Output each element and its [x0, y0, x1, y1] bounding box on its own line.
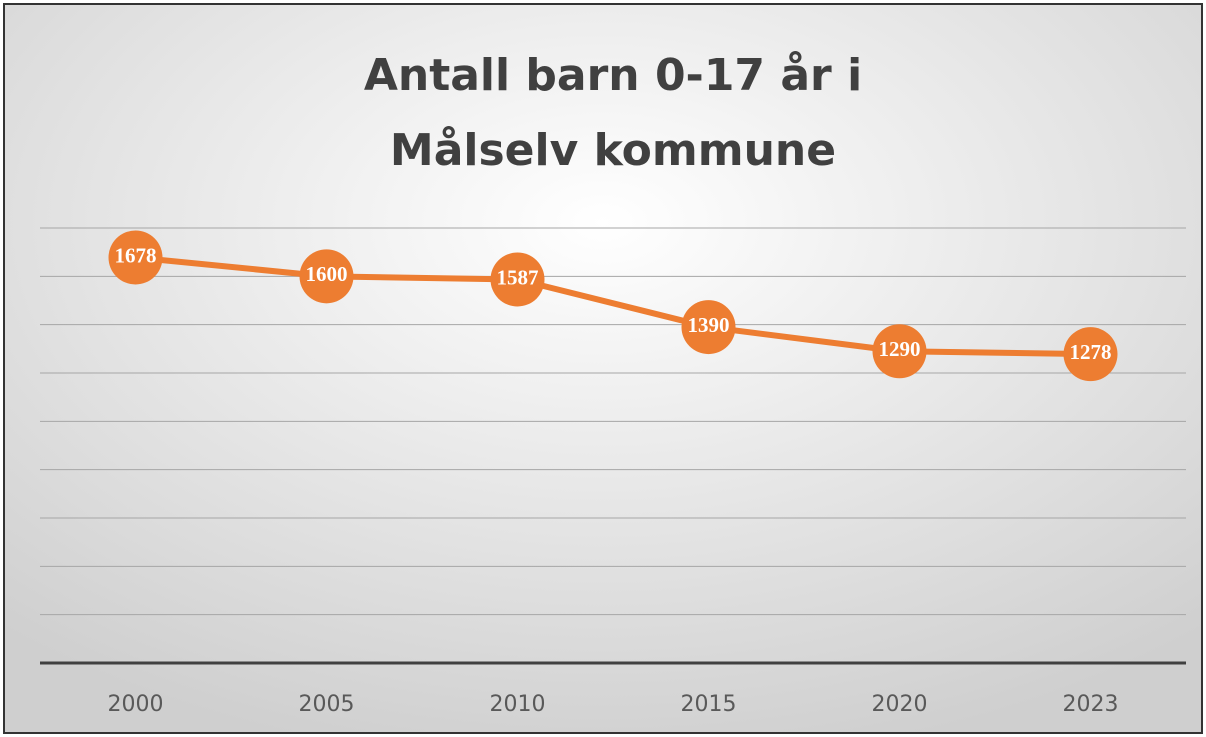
data-point	[1063, 327, 1118, 382]
data-point	[490, 252, 545, 307]
chart-frame	[3, 3, 1203, 734]
data-point	[299, 249, 354, 304]
x-tick-label: 2023	[1063, 692, 1119, 717]
data-label: 1290	[879, 337, 921, 361]
chart-title: Antall barn 0-17 år i	[364, 50, 862, 101]
x-tick-label: 2010	[490, 692, 546, 717]
data-label: 1278	[1070, 340, 1112, 364]
data-label: 1390	[688, 313, 730, 337]
chart-title: Målselv kommune	[390, 125, 836, 176]
data-label: 1587	[497, 265, 539, 289]
data-point	[108, 230, 163, 285]
x-tick-label: 2000	[108, 692, 164, 717]
data-point	[872, 324, 927, 379]
x-tick-label: 2020	[872, 692, 928, 717]
data-label: 1600	[306, 262, 348, 286]
data-line	[135, 254, 1091, 358]
x-tick-label: 2015	[681, 692, 737, 717]
x-tick-label: 2005	[299, 692, 355, 717]
data-label: 1678	[115, 243, 157, 267]
data-point	[681, 300, 736, 355]
